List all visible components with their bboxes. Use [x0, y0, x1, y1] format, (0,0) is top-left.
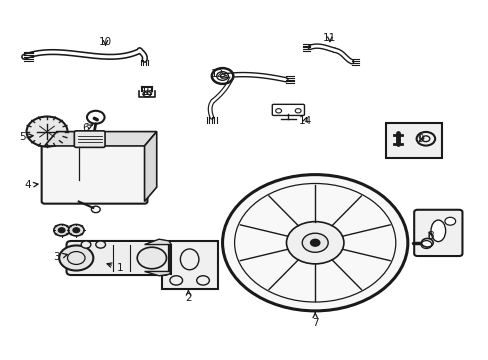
Circle shape [81, 241, 91, 248]
Circle shape [444, 217, 455, 225]
Text: 13: 13 [140, 87, 153, 97]
Text: 6: 6 [82, 123, 92, 133]
Text: 12: 12 [211, 69, 226, 79]
Text: 4: 4 [24, 180, 38, 190]
Ellipse shape [430, 220, 445, 242]
Circle shape [286, 222, 343, 264]
Circle shape [222, 175, 407, 311]
Circle shape [302, 233, 327, 252]
Text: 7: 7 [311, 313, 318, 328]
Circle shape [54, 225, 69, 236]
FancyBboxPatch shape [41, 144, 147, 204]
Circle shape [420, 240, 431, 248]
Text: 9: 9 [417, 134, 424, 144]
Circle shape [68, 225, 84, 236]
Text: 8: 8 [427, 231, 433, 240]
Circle shape [96, 241, 105, 248]
Bar [161, 241, 217, 289]
Text: 2: 2 [185, 290, 191, 303]
Circle shape [59, 246, 93, 271]
Text: 14: 14 [298, 116, 311, 126]
Circle shape [310, 239, 319, 246]
FancyBboxPatch shape [74, 131, 105, 147]
Polygon shape [144, 271, 171, 276]
Polygon shape [44, 132, 157, 146]
Text: 1: 1 [107, 263, 123, 273]
Text: 11: 11 [323, 33, 336, 43]
Text: 5: 5 [20, 132, 33, 142]
Circle shape [26, 117, 67, 147]
FancyBboxPatch shape [413, 210, 462, 256]
Bar [385, 123, 441, 158]
Polygon shape [144, 239, 171, 244]
FancyBboxPatch shape [66, 241, 168, 275]
Text: 10: 10 [99, 37, 112, 47]
Circle shape [58, 228, 65, 233]
Polygon shape [144, 132, 157, 202]
Text: 3: 3 [53, 252, 67, 262]
Circle shape [137, 247, 166, 269]
Circle shape [73, 228, 80, 233]
